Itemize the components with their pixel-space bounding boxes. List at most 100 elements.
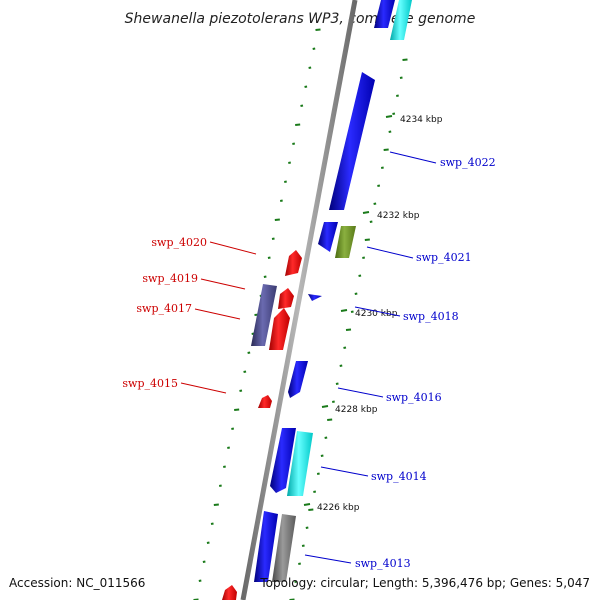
scale-tick xyxy=(274,218,280,221)
gene-feature[interactable] xyxy=(335,226,356,258)
scale-tick xyxy=(305,526,309,529)
scale-tick xyxy=(343,346,347,349)
scale-tick xyxy=(324,436,328,439)
scale-tick xyxy=(213,503,219,506)
gene-feature[interactable] xyxy=(222,585,237,600)
scale-tick xyxy=(377,184,381,187)
gene-label[interactable]: swp_4018 xyxy=(403,310,459,323)
reverse-genes xyxy=(222,250,302,600)
scale-tick xyxy=(247,351,251,354)
gene-feature[interactable] xyxy=(258,395,272,408)
scale-tick xyxy=(263,275,267,278)
gene-feature[interactable] xyxy=(288,361,308,398)
gene-feature[interactable] xyxy=(269,308,290,350)
scale-tick xyxy=(354,292,358,295)
gene-label[interactable]: swp_4022 xyxy=(440,156,496,169)
reverse-gene-labels: swp_4020 swp_4019 swp_4017 swp_4015 xyxy=(122,236,257,394)
scale-tick xyxy=(402,58,408,61)
scale-tick xyxy=(392,112,396,115)
scale-dotted-ticks xyxy=(193,28,408,600)
scale-tick xyxy=(218,484,222,487)
scale-tick xyxy=(210,522,214,525)
scale-tick xyxy=(279,199,283,202)
scale-tick xyxy=(300,104,304,107)
scale-tick xyxy=(358,274,362,277)
scale-tick xyxy=(350,310,354,313)
gene-feature[interactable] xyxy=(318,222,338,252)
scale-tick xyxy=(288,161,291,164)
gene-feature[interactable] xyxy=(287,431,313,496)
scale-tick xyxy=(364,238,370,241)
scale-tick xyxy=(223,465,226,468)
scale-tick xyxy=(339,364,343,367)
scale-tick xyxy=(312,47,316,50)
gene-feature[interactable] xyxy=(285,250,302,276)
scale-tick xyxy=(373,202,377,205)
scale-tick xyxy=(206,541,210,544)
gene-label[interactable]: swp_4017 xyxy=(136,302,192,315)
scale-tick xyxy=(301,544,305,547)
gene-feature[interactable] xyxy=(329,72,375,210)
kbp-label: 4232 kbp xyxy=(377,211,420,221)
scale-tick xyxy=(284,180,287,183)
scale-tick xyxy=(380,166,384,169)
kbp-tick xyxy=(321,405,329,408)
kbp-label: 4226 kbp xyxy=(317,503,360,513)
scale-tick xyxy=(234,408,240,411)
scale-tick xyxy=(231,427,235,430)
scale-tick xyxy=(331,400,335,403)
scale-tick xyxy=(308,508,314,511)
gene-label[interactable]: swp_4021 xyxy=(416,251,472,264)
genome-backbone xyxy=(240,0,358,600)
kbp-label: 4234 kbp xyxy=(400,115,443,125)
scale-tick xyxy=(239,389,243,392)
gene-label[interactable]: swp_4020 xyxy=(151,236,207,249)
scale-tick xyxy=(335,382,339,385)
scale-tick xyxy=(369,220,373,223)
scale-tick xyxy=(396,94,399,97)
scale-tick xyxy=(227,446,230,449)
scale-tick xyxy=(388,130,392,133)
scale-tick xyxy=(362,256,366,259)
kbp-tick xyxy=(340,309,348,312)
scale-tick xyxy=(298,562,301,565)
gene-feature[interactable] xyxy=(272,514,296,582)
topology-text: Topology: circular; Length: 5,396,476 bp… xyxy=(259,576,590,590)
scale-tick xyxy=(304,85,308,88)
scale-tick xyxy=(308,66,312,69)
scale-tick xyxy=(320,454,324,457)
gene-label[interactable]: swp_4014 xyxy=(371,470,427,483)
accession-text: Accession: NC_011566 xyxy=(9,576,145,590)
kbp-label: 4228 kbp xyxy=(335,405,378,415)
scale-tick xyxy=(327,418,333,421)
scale-tick xyxy=(198,579,202,582)
scale-tick xyxy=(315,28,321,31)
scale-tick xyxy=(202,560,206,563)
kbp-tick xyxy=(385,115,393,118)
gene-feature[interactable] xyxy=(278,288,294,309)
scale-tick xyxy=(267,256,271,259)
gene-label[interactable]: swp_4019 xyxy=(142,272,198,285)
forward-genes xyxy=(254,0,412,582)
kbp-tick xyxy=(303,503,311,506)
gene-feature[interactable] xyxy=(251,284,277,346)
gene-feature[interactable] xyxy=(254,511,278,582)
gene-label[interactable]: swp_4015 xyxy=(122,377,178,390)
scale-tick xyxy=(399,76,403,79)
kbp-tick xyxy=(362,211,370,214)
kbp-markers: 4234 kbp 4232 kbp 4230 kbp 4228 kbp 4226… xyxy=(303,115,443,513)
gene-feature[interactable] xyxy=(374,0,395,28)
scale-tick xyxy=(292,142,296,145)
gene-label[interactable]: swp_4016 xyxy=(386,391,442,404)
scale-tick xyxy=(295,123,301,126)
scale-tick xyxy=(243,370,247,373)
scale-tick xyxy=(345,328,352,331)
gene-feature[interactable] xyxy=(390,0,412,40)
gene-label[interactable]: swp_4013 xyxy=(355,557,411,570)
gene-feature[interactable] xyxy=(270,428,296,493)
scale-tick xyxy=(316,472,320,475)
gene-feature[interactable] xyxy=(308,294,322,301)
forward-gene-labels: swp_4022 swp_4021 swp_4018 swp_4016 swp_… xyxy=(304,151,496,570)
scale-tick xyxy=(383,148,389,151)
